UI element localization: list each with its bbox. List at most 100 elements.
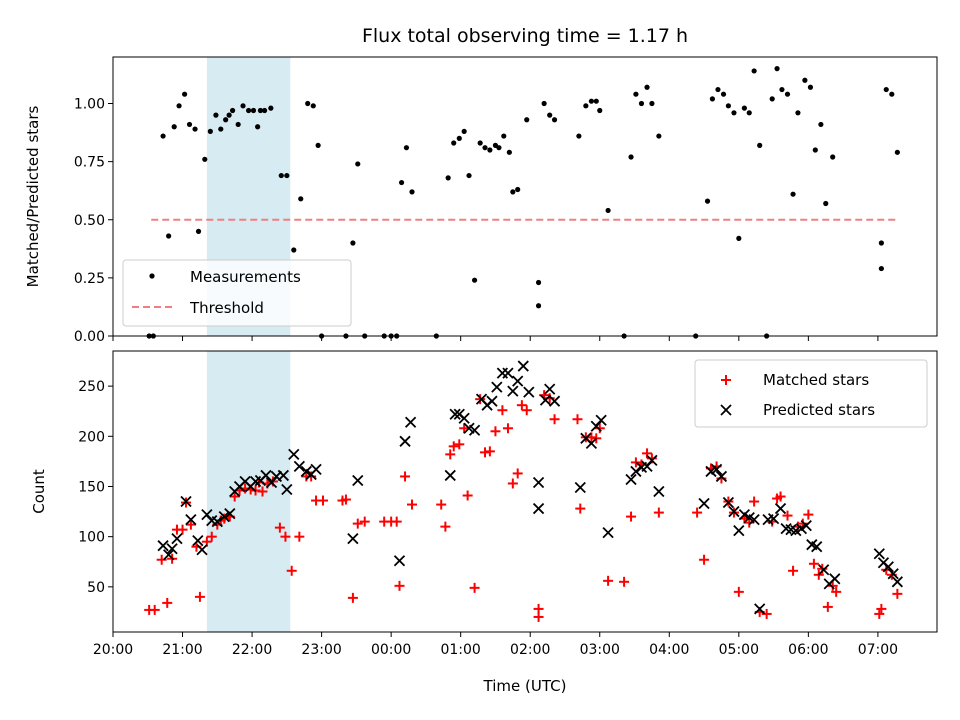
- matched-star-point: [229, 491, 240, 502]
- xtick-label: 02:00: [510, 642, 550, 658]
- measurement-point: [605, 207, 611, 214]
- measurement-point: [515, 186, 521, 193]
- measurement-point: [501, 133, 507, 139]
- predicted-star-point: [224, 507, 236, 520]
- matched-star-point: [626, 511, 637, 522]
- predicted-star-point: [811, 541, 823, 553]
- measurement-point: [496, 145, 502, 151]
- measurement-point: [350, 240, 356, 246]
- predicted-star-point: [196, 544, 208, 556]
- measurement-point: [894, 149, 900, 155]
- predicted-star-point: [157, 540, 169, 552]
- predicted-star-point: [185, 513, 197, 526]
- measurement-point: [774, 66, 780, 72]
- measurement-point: [802, 77, 808, 83]
- predicted-star-point: [347, 533, 359, 545]
- predicted-star-point: [548, 395, 561, 407]
- bottom-legend: Matched stars Predicted stars: [694, 359, 928, 428]
- measurement-point: [795, 110, 801, 116]
- matched-star-point: [162, 597, 173, 608]
- matched-star-point: [194, 591, 205, 602]
- measurement-point: [176, 103, 182, 109]
- measurement-point: [878, 265, 884, 272]
- top-legend-box: [122, 259, 352, 327]
- predicted-star-point: [728, 505, 740, 518]
- xtick-label: 20:00: [93, 642, 133, 658]
- measurement-point: [725, 103, 731, 109]
- measurement-point: [576, 133, 582, 139]
- xtick-label: 21:00: [162, 642, 202, 658]
- measurement-point: [644, 84, 650, 90]
- matched-star-point: [490, 426, 501, 437]
- matched-star-point: [775, 491, 786, 502]
- measurement-point: [633, 91, 639, 97]
- matched-star-point: [594, 423, 605, 434]
- predicted-star-point: [710, 463, 723, 476]
- matched-star-point: [749, 496, 760, 507]
- predicted-star-point: [180, 495, 192, 508]
- measurement-point: [207, 128, 213, 134]
- predicted-star-point: [774, 502, 787, 515]
- measurement-point: [471, 277, 478, 283]
- xtick-label: 22:00: [232, 642, 272, 658]
- measurement-point: [751, 68, 757, 74]
- predicted-star-point: [754, 603, 766, 615]
- predicted-star-point: [260, 469, 272, 482]
- predicted-star-point: [653, 485, 665, 498]
- measurement-point: [456, 135, 462, 141]
- predicted-star-point: [310, 463, 322, 476]
- measurement-point: [250, 107, 257, 114]
- measurement-point: [355, 161, 361, 167]
- measurement-point: [487, 147, 493, 153]
- predicted-star-point: [218, 510, 230, 523]
- matched-star-point: [603, 575, 614, 586]
- matched-star-point: [575, 503, 586, 514]
- predicted-star-point: [496, 367, 509, 379]
- measurement-point: [883, 86, 889, 93]
- measurement-point: [213, 112, 219, 118]
- matched-star-point: [347, 592, 358, 603]
- bottom-axes-frame: [112, 350, 938, 633]
- predicted-star-point: [502, 367, 514, 379]
- matched-star-point: [516, 400, 527, 411]
- predicted-star-point: [646, 454, 658, 467]
- matched-star-point: [454, 439, 465, 450]
- bottom-ytick-label: 100: [78, 530, 105, 546]
- measurement-point: [823, 200, 829, 207]
- measurement-point: [583, 103, 589, 109]
- predicted-star-point: [818, 564, 830, 576]
- measurement-point: [812, 147, 818, 153]
- predicted-star-point: [698, 497, 710, 510]
- measurement-point: [223, 117, 229, 123]
- measurement-point: [315, 142, 321, 148]
- matched-star-point: [185, 519, 196, 530]
- measurement-point: [235, 121, 241, 128]
- predicted-star-point: [873, 548, 885, 560]
- legend-label-measurements: Measurements: [190, 268, 301, 286]
- measurement-point: [240, 103, 246, 109]
- matched-star-point: [827, 580, 838, 591]
- matched-star-point: [156, 554, 167, 565]
- matched-star-point: [459, 423, 470, 434]
- measurement-point: [736, 235, 742, 241]
- measurement-point: [524, 117, 530, 123]
- matched-star-point: [352, 518, 363, 529]
- top-ytick-label: 0.00: [74, 329, 105, 345]
- matched-star-point: [177, 524, 188, 535]
- predicted-star-point: [574, 481, 586, 494]
- measurement-point: [226, 112, 232, 118]
- matched-star-point: [876, 603, 887, 614]
- bottom-legend-box: [694, 359, 928, 428]
- matched-star-point: [653, 507, 664, 518]
- measurement-point: [218, 126, 224, 132]
- matched-star-point: [874, 608, 885, 619]
- measurement-point: [818, 121, 824, 128]
- x-axis-label: Time (UTC): [483, 677, 567, 695]
- measurement-point: [245, 107, 252, 114]
- top-ytick-label: 0.50: [74, 213, 105, 229]
- matched-star-point: [149, 604, 160, 615]
- matched-star-point: [733, 586, 744, 597]
- measurement-point: [720, 91, 727, 97]
- predicted-star-point: [277, 469, 289, 482]
- measurement-point: [551, 117, 558, 123]
